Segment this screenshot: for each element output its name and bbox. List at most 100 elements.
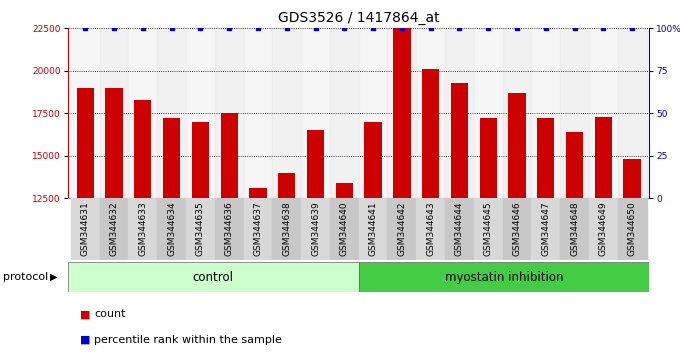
Bar <box>157 198 186 260</box>
Bar <box>358 28 388 198</box>
Bar <box>474 198 503 260</box>
Text: GSM344644: GSM344644 <box>455 201 464 256</box>
Bar <box>215 198 243 260</box>
Bar <box>393 28 411 198</box>
Text: percentile rank within the sample: percentile rank within the sample <box>94 335 282 345</box>
Bar <box>388 198 416 260</box>
Bar <box>445 198 474 260</box>
Bar <box>509 93 526 198</box>
Bar <box>278 173 295 198</box>
Point <box>252 25 263 31</box>
Text: GSM344647: GSM344647 <box>541 201 550 256</box>
Text: control: control <box>193 270 234 284</box>
Point <box>166 25 177 31</box>
Bar <box>301 28 330 198</box>
Bar <box>531 198 560 260</box>
Text: GSM344632: GSM344632 <box>109 201 118 256</box>
Bar <box>531 28 560 198</box>
Text: GSM344633: GSM344633 <box>138 201 148 256</box>
Text: GSM344640: GSM344640 <box>340 201 349 256</box>
Point <box>80 25 90 31</box>
Point <box>310 25 321 31</box>
Text: GSM344650: GSM344650 <box>628 201 636 256</box>
Bar <box>589 198 617 260</box>
Bar <box>100 28 129 198</box>
Point <box>282 25 292 31</box>
Bar <box>243 198 273 260</box>
Text: GSM344649: GSM344649 <box>599 201 608 256</box>
Bar <box>71 198 100 260</box>
Point <box>454 25 465 31</box>
Text: ▶: ▶ <box>50 272 57 282</box>
Point <box>598 25 609 31</box>
Bar <box>163 118 180 198</box>
Point <box>339 25 350 31</box>
Text: GSM344646: GSM344646 <box>513 201 522 256</box>
Bar <box>595 117 612 198</box>
Bar <box>186 198 215 260</box>
Bar <box>243 28 273 198</box>
Bar <box>617 198 647 260</box>
Bar <box>358 198 388 260</box>
Text: GSM344641: GSM344641 <box>369 201 377 256</box>
Bar <box>129 28 157 198</box>
Text: GSM344634: GSM344634 <box>167 201 176 256</box>
Bar <box>105 88 122 198</box>
Point <box>109 25 120 31</box>
Text: protocol: protocol <box>3 272 49 282</box>
Bar <box>100 198 129 260</box>
Bar <box>364 122 381 198</box>
Bar <box>617 28 647 198</box>
Text: GSM344631: GSM344631 <box>81 201 90 256</box>
Bar <box>560 28 589 198</box>
Point <box>195 25 206 31</box>
Bar <box>445 28 474 198</box>
Bar <box>537 118 554 198</box>
Point <box>396 25 407 31</box>
Title: GDS3526 / 1417864_at: GDS3526 / 1417864_at <box>278 11 439 24</box>
Bar <box>479 118 497 198</box>
Text: GSM344638: GSM344638 <box>282 201 291 256</box>
Text: myostatin inhibition: myostatin inhibition <box>445 270 563 284</box>
Text: ■: ■ <box>80 309 90 319</box>
Bar <box>388 28 416 198</box>
Bar <box>336 183 353 198</box>
Bar <box>566 132 583 198</box>
Bar <box>192 122 209 198</box>
Text: GSM344645: GSM344645 <box>483 201 493 256</box>
Bar <box>220 113 238 198</box>
Bar <box>301 198 330 260</box>
Bar <box>422 69 439 198</box>
Bar <box>186 28 215 198</box>
Text: GSM344642: GSM344642 <box>397 201 407 256</box>
Bar <box>503 198 531 260</box>
Bar <box>589 28 617 198</box>
Point <box>511 25 522 31</box>
Text: GSM344636: GSM344636 <box>224 201 234 256</box>
Bar <box>307 130 324 198</box>
Bar <box>416 28 445 198</box>
Bar <box>330 198 358 260</box>
Bar <box>330 28 358 198</box>
Point <box>541 25 551 31</box>
Bar <box>157 28 186 198</box>
Bar <box>451 83 468 198</box>
Point <box>569 25 580 31</box>
Bar <box>68 262 359 292</box>
Text: count: count <box>94 309 126 319</box>
Point <box>627 25 638 31</box>
Point <box>368 25 379 31</box>
Text: ■: ■ <box>80 335 90 345</box>
Bar <box>474 28 503 198</box>
Text: GSM344643: GSM344643 <box>426 201 435 256</box>
Bar <box>503 28 531 198</box>
Bar <box>250 188 267 198</box>
Bar <box>71 28 100 198</box>
Bar <box>273 198 301 260</box>
Bar <box>215 28 243 198</box>
Point <box>425 25 436 31</box>
Text: GSM344635: GSM344635 <box>196 201 205 256</box>
Bar <box>273 28 301 198</box>
Text: GSM344639: GSM344639 <box>311 201 320 256</box>
Text: GSM344637: GSM344637 <box>254 201 262 256</box>
